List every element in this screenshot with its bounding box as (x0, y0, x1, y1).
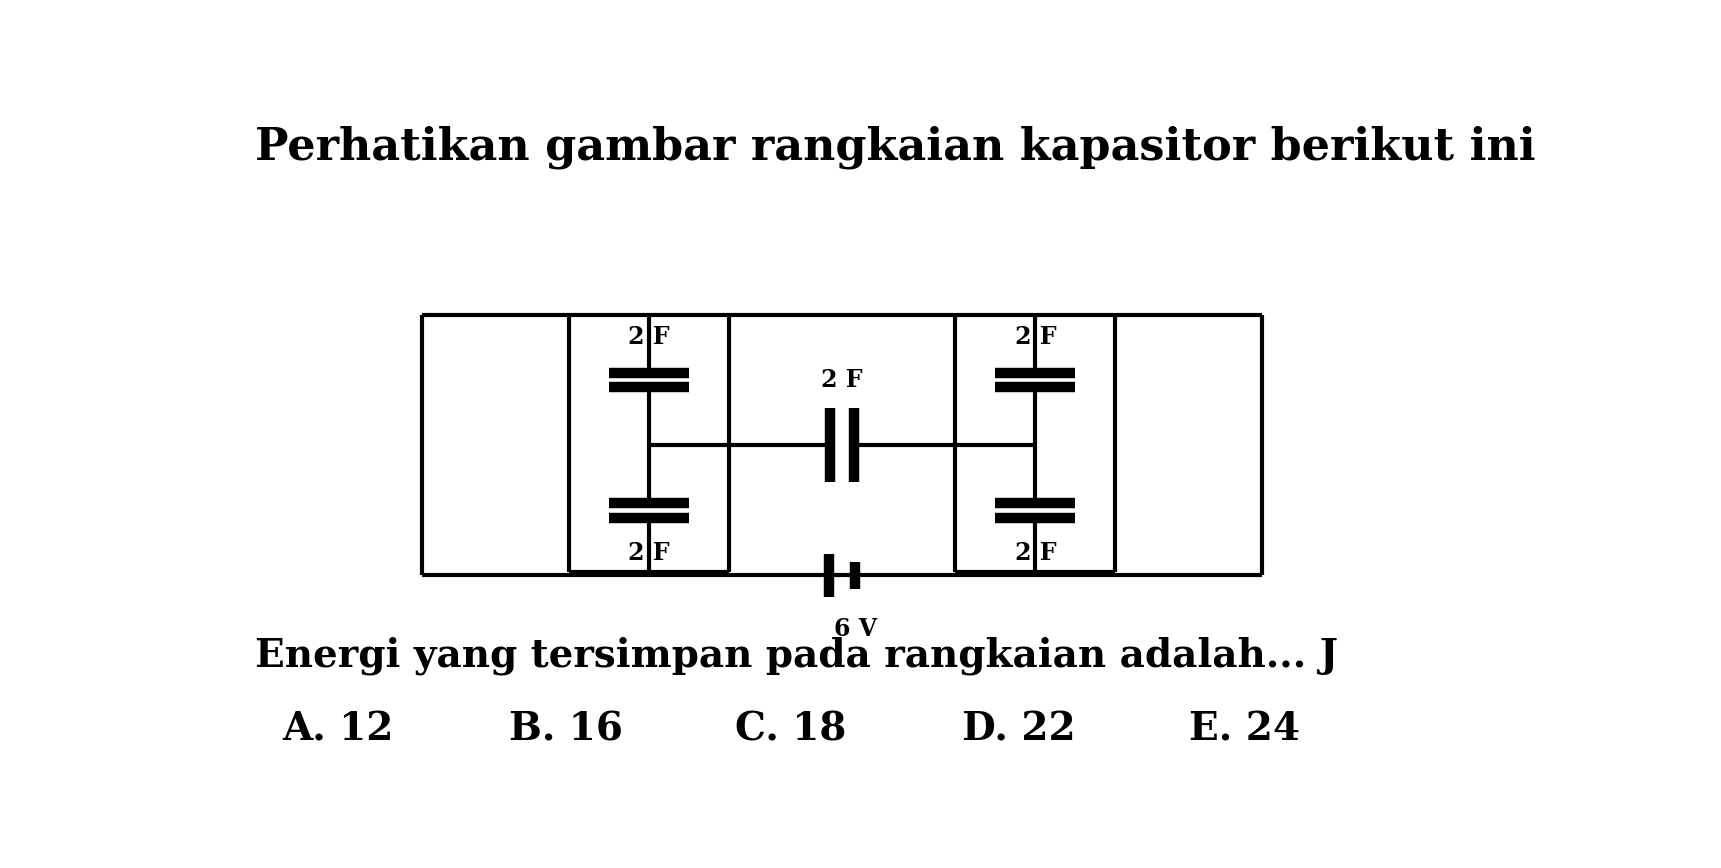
Text: C. 18: C. 18 (735, 710, 847, 748)
Text: Energi yang tersimpan pada rangkaian adalah... J: Energi yang tersimpan pada rangkaian ada… (255, 636, 1339, 674)
Text: 6 V: 6 V (835, 617, 876, 641)
Text: E. 24: E. 24 (1189, 710, 1299, 748)
Text: 2 F: 2 F (821, 367, 862, 391)
Text: B. 16: B. 16 (509, 710, 623, 748)
Text: 2 F: 2 F (628, 541, 669, 565)
Text: D. 22: D. 22 (962, 710, 1076, 748)
Text: 2 F: 2 F (1015, 541, 1057, 565)
Text: 2 F: 2 F (628, 326, 669, 349)
Text: 2 F: 2 F (1015, 326, 1057, 349)
Text: Perhatikan gambar rangkaian kapasitor berikut ini: Perhatikan gambar rangkaian kapasitor be… (255, 126, 1535, 169)
Text: A. 12: A. 12 (282, 710, 392, 748)
